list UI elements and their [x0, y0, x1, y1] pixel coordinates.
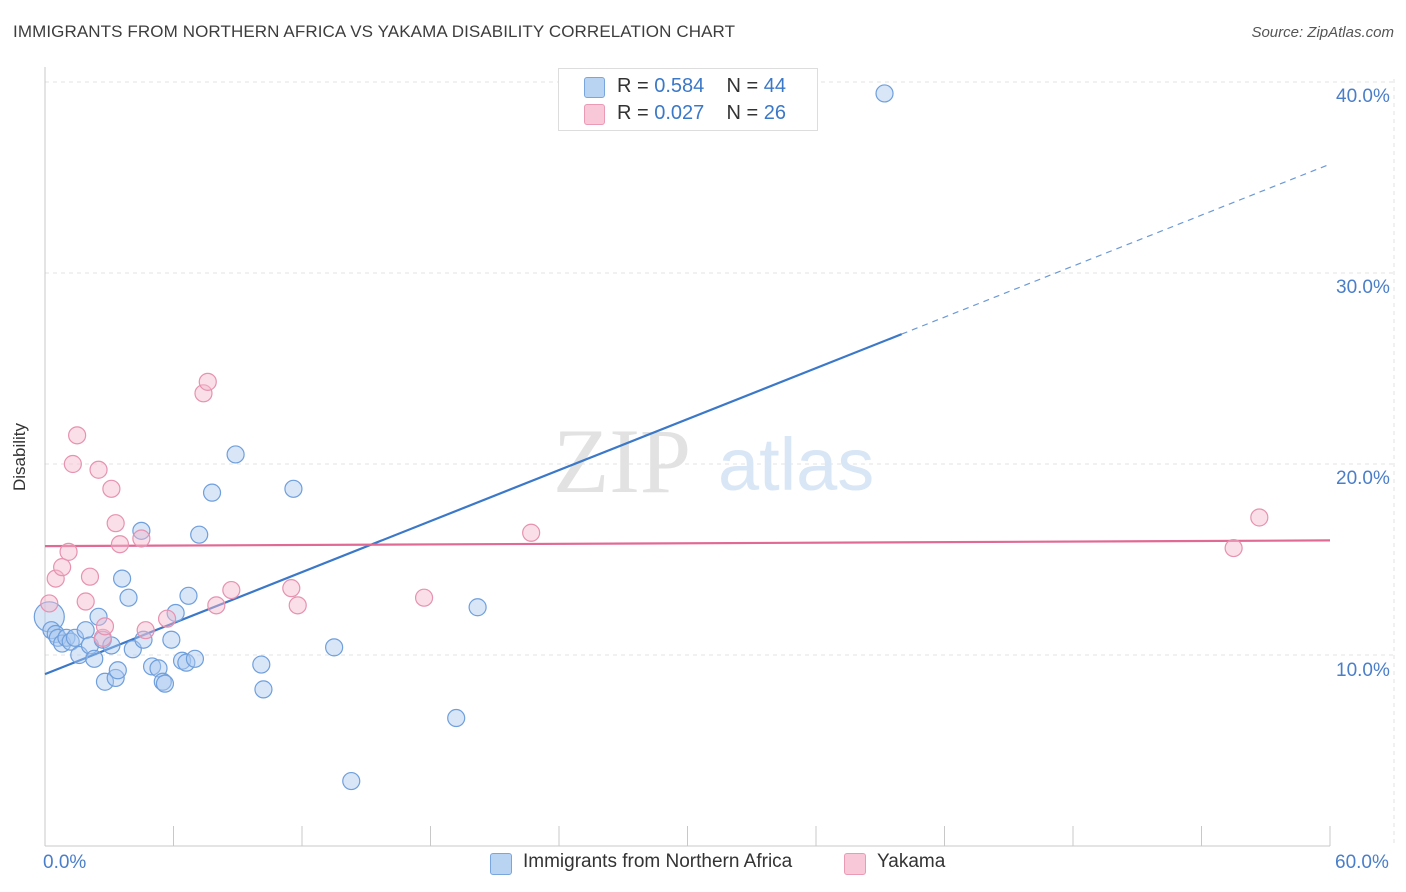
data-point-series2: [207, 596, 226, 615]
data-point-series2: [198, 372, 217, 391]
data-point-series2: [1224, 538, 1243, 558]
data-point-series2: [89, 460, 108, 479]
data-point-series2: [63, 454, 82, 474]
data-point-series2: [80, 567, 100, 586]
x-tick-label-max: 60.0%: [1335, 852, 1389, 873]
data-point-series1: [325, 638, 344, 657]
data-point-series1: [76, 621, 95, 640]
data-point-series1: [284, 479, 303, 498]
data-point-series1: [112, 569, 132, 588]
trend-line-extension: [901, 163, 1331, 335]
watermark-atlas: atlas: [718, 423, 874, 506]
data-point-series1: [119, 588, 138, 607]
data-point-series1: [190, 525, 209, 544]
data-point-series1: [177, 653, 196, 672]
data-point-series1: [142, 657, 162, 676]
watermark: ZIP atlas: [553, 410, 874, 512]
legend-r-label: R =: [617, 102, 649, 124]
legend-r-value: 0.584: [654, 75, 705, 97]
y-tick-label: 40.0%: [1336, 86, 1390, 107]
legend-swatch-pink: [584, 104, 605, 125]
data-point-series2: [282, 579, 301, 598]
data-point-series1: [468, 598, 487, 617]
data-point-series1: [108, 661, 127, 680]
data-point-series1: [226, 445, 245, 464]
legend-r-value: 0.027: [654, 102, 705, 124]
data-point-series1: [155, 674, 175, 693]
legend-swatch-blue: [490, 853, 512, 875]
chart-title: IMMIGRANTS FROM NORTHERN AFRICA VS YAKAM…: [13, 22, 736, 41]
y-tick-label: 10.0%: [1336, 660, 1390, 681]
y-axis-label: Disability: [10, 422, 30, 492]
data-point-series2: [288, 596, 307, 615]
data-point-series1: [202, 483, 222, 502]
legend-swatch-blue: [584, 77, 605, 98]
data-point-series1: [179, 586, 198, 605]
data-point-series1: [132, 521, 151, 540]
data-point-series1: [875, 84, 894, 103]
legend-n-label: N =: [726, 102, 759, 124]
data-point-series2: [68, 426, 87, 445]
data-point-series2: [136, 621, 155, 640]
data-point-series2: [1250, 508, 1269, 527]
data-point-series2: [106, 514, 125, 533]
data-point-series1: [185, 649, 205, 668]
trend-line-series2: [44, 539, 1331, 548]
data-point-series1: [447, 708, 466, 728]
data-point-series1: [342, 771, 361, 791]
data-point-series2: [222, 580, 241, 600]
data-point-series1: [95, 672, 115, 691]
data-point-series1: [149, 659, 168, 678]
data-point-series2: [132, 529, 151, 548]
legend-n-value: 44: [763, 75, 787, 97]
data-point-series2: [157, 609, 177, 628]
data-point-series2: [40, 594, 59, 613]
legend-series2-name: Yakama: [877, 851, 946, 872]
data-point-series2: [53, 558, 72, 577]
trend-line-series1: [44, 333, 903, 676]
data-point-series2: [59, 542, 78, 561]
data-points: [33, 84, 1269, 791]
correlation-legend: R = 0.584 N = 44 R = 0.027 N = 26: [558, 68, 818, 131]
x-tick-label-min: 0.0%: [43, 852, 87, 873]
data-point-series2: [95, 617, 115, 636]
data-point-series2: [522, 523, 541, 542]
data-point-series2: [93, 628, 112, 647]
legend-swatch-pink: [844, 853, 866, 875]
data-point-series2: [414, 588, 434, 607]
source-label: Source: ZipAtlas.com: [1251, 24, 1394, 41]
data-point-series2: [102, 479, 121, 498]
data-point-series1: [85, 649, 104, 668]
data-point-series2: [46, 569, 65, 588]
legend-r-label: R =: [617, 75, 649, 97]
data-point-series2: [110, 535, 130, 554]
y-tick-label: 20.0%: [1336, 468, 1390, 489]
data-point-series1: [252, 655, 271, 674]
legend-n-value: 26: [763, 102, 787, 124]
data-point-series2: [76, 592, 95, 611]
y-tick-label: 30.0%: [1336, 277, 1390, 298]
axes: [44, 67, 1331, 847]
legend-n-label: N =: [726, 75, 759, 97]
data-point-series2: [194, 384, 213, 403]
trend-lines: [44, 163, 1331, 676]
data-point-series1: [162, 630, 181, 649]
legend-series1-name: Immigrants from Northern Africa: [523, 851, 793, 872]
data-point-series1: [89, 607, 108, 626]
data-point-series1: [254, 680, 273, 699]
